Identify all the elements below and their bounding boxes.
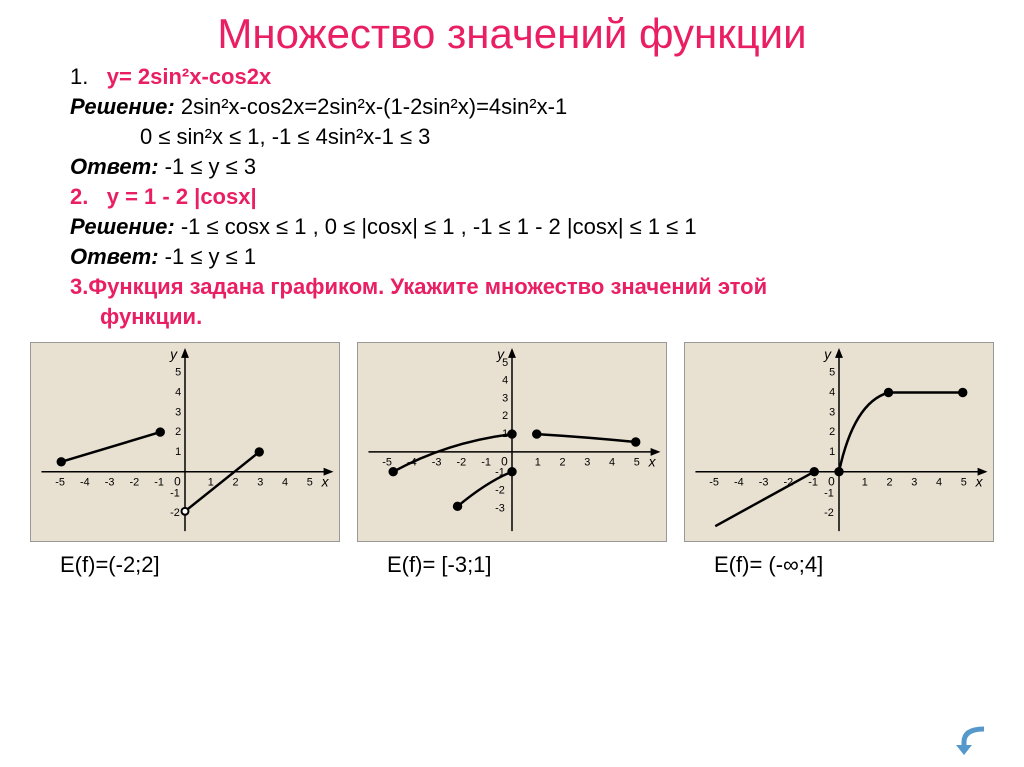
svg-text:-2: -2 [130,477,140,489]
svg-text:x: x [321,474,330,490]
svg-text:-2: -2 [170,507,180,519]
chart1-ticks: -5 -4 -3 -2 -1 1 2 3 4 5 -2 -1 1 2 3 4 5 [55,367,313,520]
svg-text:-5: -5 [382,457,392,469]
svg-text:5: 5 [961,477,967,489]
svg-text:-3: -3 [495,502,505,514]
problem-1: 1. y= 2sin²x-cos2x [30,64,994,90]
svg-text:-5: -5 [709,477,719,489]
p2-sol-text: -1 ≤ cosx ≤ 1 , 0 ≤ |cosx| ≤ 1 , -1 ≤ 1 … [181,214,697,239]
results-row: E(f)=(-2;2] E(f)= [-3;1] E(f)= (-∞;4] [30,552,994,578]
p1-sol-label: Решение: [70,94,175,119]
svg-text:5: 5 [634,457,640,469]
svg-text:1: 1 [862,477,868,489]
problem-2: 2. y = 1 - 2 |cosx| [30,184,994,210]
svg-text:-4: -4 [80,477,90,489]
svg-text:-1: -1 [824,487,834,499]
svg-text:x: x [975,474,984,490]
p2-solution: Решение: -1 ≤ cosx ≤ 1 , 0 ≤ |cosx| ≤ 1 … [30,214,994,240]
back-button[interactable] [954,717,994,757]
svg-text:2: 2 [175,426,181,438]
p2-answer: Ответ: -1 ≤ y ≤ 1 [30,244,994,270]
p3-line2: функции. [30,304,994,330]
svg-text:0: 0 [174,475,181,489]
page-title: Множество значений функции [30,10,994,58]
svg-text:3: 3 [829,406,835,418]
svg-text:3: 3 [257,477,263,489]
svg-text:3: 3 [584,457,590,469]
svg-text:y: y [169,346,178,362]
chart-2: x y 0 -5-4-3-2-1 12345 -3-2-1 12345 [357,342,667,542]
p2-num: 2. [70,184,88,209]
svg-text:1: 1 [535,457,541,469]
svg-text:-1: -1 [170,487,180,499]
p2-ans-label: Ответ: [70,244,159,269]
svg-text:5: 5 [829,367,835,379]
result-1: E(f)=(-2;2] [30,552,340,578]
svg-text:4: 4 [282,477,288,489]
p2-func: y = 1 - 2 |cosx| [107,184,257,209]
svg-text:3: 3 [175,406,181,418]
chart1-axes: x y 0 [41,346,333,531]
chart3-curves [715,389,966,526]
svg-text:2: 2 [233,477,239,489]
p3-line1: 3.Функция задана графиком. Укажите множе… [30,274,994,300]
svg-text:5: 5 [307,477,313,489]
svg-text:4: 4 [609,457,615,469]
svg-text:-3: -3 [432,457,442,469]
result-2: E(f)= [-3;1] [357,552,667,578]
p2-sol-label: Решение: [70,214,175,239]
chart-1: x y 0 -5 -4 -3 -2 -1 1 2 3 4 5 -2 -1 1 2 3 4 5 [30,342,340,542]
svg-text:1: 1 [829,446,835,458]
svg-text:-2: -2 [457,457,467,469]
svg-text:x: x [648,454,657,470]
svg-text:-3: -3 [105,477,115,489]
svg-text:4: 4 [175,386,181,398]
svg-text:0: 0 [828,475,835,489]
p1-answer: Ответ: -1 ≤ y ≤ 3 [30,154,994,180]
svg-text:4: 4 [502,375,508,387]
svg-text:-1: -1 [481,457,491,469]
svg-text:-3: -3 [759,477,769,489]
p2-ans-text: -1 ≤ y ≤ 1 [165,244,256,269]
svg-text:3: 3 [502,392,508,404]
p1-solution: Решение: 2sin²x-cos2x=2sin²x-(1-2sin²x)=… [30,94,994,120]
chart2-curves [390,431,639,510]
p1-sol-line2: 0 ≤ sin²x ≤ 1, -1 ≤ 4sin²x-1 ≤ 3 [30,124,994,150]
svg-text:-2: -2 [495,484,505,496]
result-3: E(f)= (-∞;4] [684,552,994,578]
svg-text:-2: -2 [824,507,834,519]
svg-text:-5: -5 [55,477,65,489]
p1-sol-text: 2sin²x-cos2x=2sin²x-(1-2sin²x)=4sin²x-1 [181,94,567,119]
p1-func: y= 2sin²x-cos2x [107,64,271,89]
svg-text:2: 2 [887,477,893,489]
p1-ans-text: -1 ≤ y ≤ 3 [165,154,256,179]
svg-text:5: 5 [502,357,508,369]
svg-text:5: 5 [175,367,181,379]
p1-ans-label: Ответ: [70,154,159,179]
svg-text:-1: -1 [154,477,164,489]
svg-text:4: 4 [829,386,835,398]
svg-text:3: 3 [911,477,917,489]
svg-text:2: 2 [502,410,508,422]
svg-text:2: 2 [829,426,835,438]
chart3-axes: x y 0 [695,346,987,531]
svg-text:y: y [823,346,832,362]
chart-3: x y 0 -5-4-3-2-1 12345 -2-1 12345 [684,342,994,542]
svg-text:1: 1 [175,446,181,458]
svg-text:4: 4 [936,477,942,489]
chart2-axes: x y 0 [368,346,660,531]
charts-row: x y 0 -5 -4 -3 -2 -1 1 2 3 4 5 -2 -1 1 2 3 4 5 [30,342,994,542]
svg-text:-1: -1 [808,477,818,489]
svg-text:2: 2 [560,457,566,469]
p1-num: 1. [70,64,88,89]
svg-text:1: 1 [208,477,214,489]
chart3-ticks: -5-4-3-2-1 12345 -2-1 12345 [709,367,967,520]
svg-text:-4: -4 [734,477,744,489]
